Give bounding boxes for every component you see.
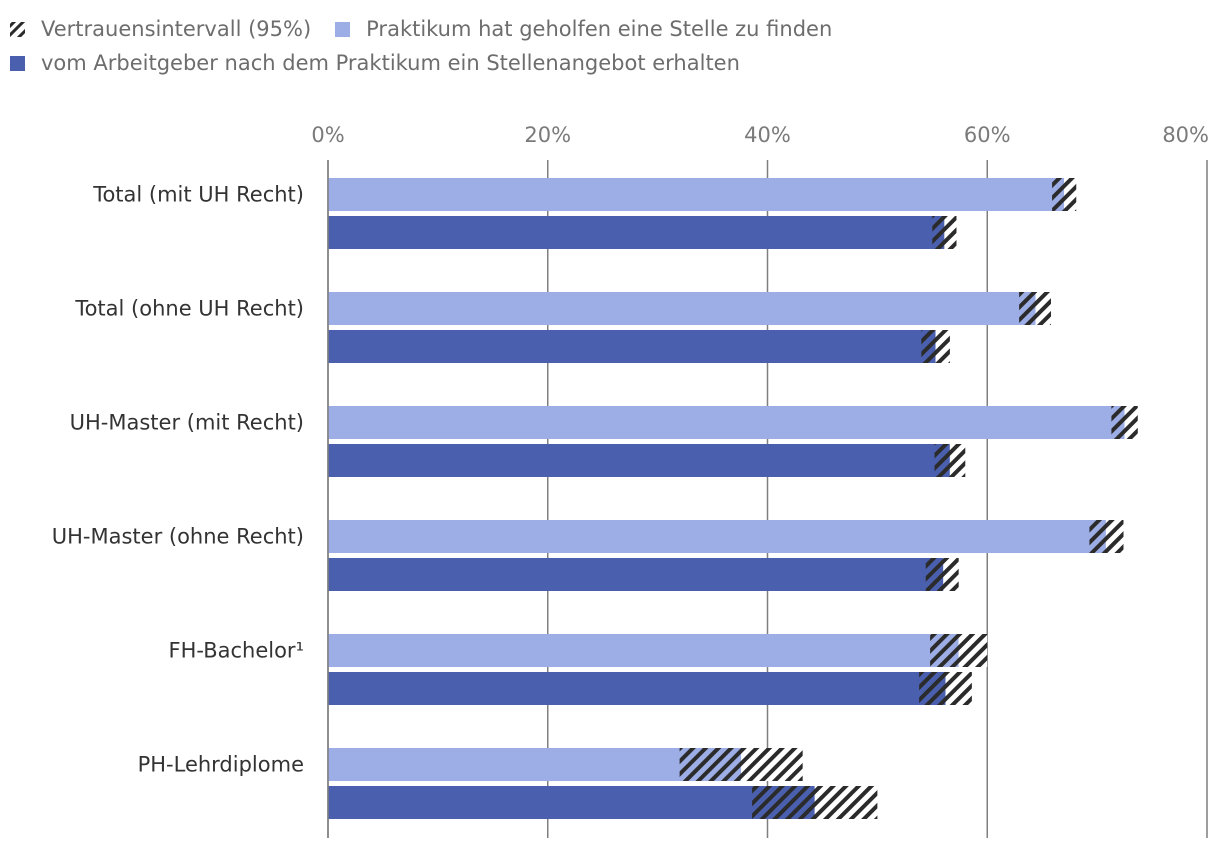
x-tick-label: 80%: [1162, 123, 1209, 147]
bar-layer: [327, 160, 1138, 838]
bar-dark: [328, 444, 950, 477]
ci-hatch: [925, 558, 959, 591]
grid-layer: [327, 160, 1208, 838]
category-label: UH-Master (mit Recht): [70, 411, 304, 435]
legend: Vertrauensintervall (95%) Praktikum hat …: [10, 12, 856, 80]
x-tick-label: 20%: [524, 123, 571, 147]
bar-dark: [328, 672, 946, 705]
bar-dark: [328, 558, 944, 591]
legend-row-1: Vertrauensintervall (95%) Praktikum hat …: [10, 12, 856, 46]
hatch-swatch-icon: [10, 21, 25, 37]
category-label: FH-Bachelor¹: [169, 639, 305, 663]
legend-item-dark: vom Arbeitgeber nach dem Praktikum ein S…: [10, 51, 740, 75]
legend-row-2: vom Arbeitgeber nach dem Praktikum ein S…: [10, 46, 856, 80]
bar-dark: [328, 216, 945, 249]
legend-label-ci: Vertrauensintervall (95%): [41, 17, 312, 41]
bar-light: [328, 520, 1106, 553]
label-layer: 0% 20% 40% 60% 80% Total (mit UH Recht) Total …: [52, 123, 1209, 777]
bar-dark: [328, 330, 936, 363]
bar-dark: [328, 786, 815, 819]
light-swatch-icon: [335, 21, 351, 37]
ci-hatch: [1019, 292, 1051, 325]
bar-light: [328, 406, 1125, 439]
ci-hatch: [1111, 406, 1138, 439]
category-label: Total (ohne UH Recht): [74, 297, 304, 321]
bar-light: [328, 634, 959, 667]
legend-item-ci: Vertrauensintervall (95%): [10, 17, 311, 41]
ci-hatch: [1052, 178, 1077, 211]
bar-light: [328, 748, 742, 781]
x-tick-label: 40%: [744, 123, 791, 147]
category-label: PH-Lehrdiplome: [138, 753, 304, 777]
ci-hatch: [930, 634, 988, 667]
category-label: Total (mit UH Recht): [92, 183, 304, 207]
ci-hatch: [679, 748, 803, 781]
legend-label-dark: vom Arbeitgeber nach dem Praktikum ein S…: [41, 51, 740, 75]
bar-light: [328, 178, 1065, 211]
x-tick-label: 0%: [311, 123, 344, 147]
bar-light: [328, 292, 1036, 325]
x-tick-label: 60%: [964, 123, 1011, 147]
legend-label-light: Praktikum hat geholfen eine Stelle zu fi…: [366, 17, 833, 41]
ci-hatch: [752, 786, 878, 819]
ci-hatch: [919, 672, 972, 705]
ci-hatch: [934, 444, 966, 477]
ci-hatch: [921, 330, 950, 363]
legend-item-light: Praktikum hat geholfen eine Stelle zu fi…: [335, 17, 832, 41]
ci-hatch: [1089, 520, 1124, 553]
category-label: UH-Master (ohne Recht): [52, 525, 304, 549]
ci-hatch: [932, 216, 957, 249]
dark-swatch-icon: [10, 55, 25, 71]
